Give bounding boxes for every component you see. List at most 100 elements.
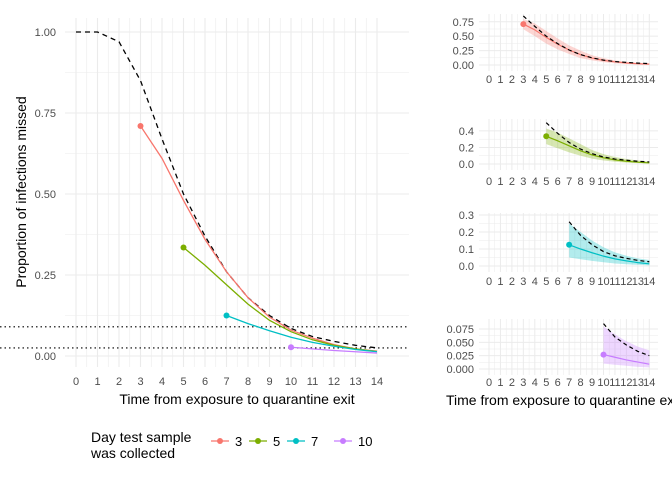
main-x-tick-label: 12	[328, 376, 340, 388]
panel-4-x-tick-label: 13	[632, 377, 644, 389]
panel-1-x-tick-label: 0	[486, 74, 492, 86]
main-x-tick-label: 4	[159, 376, 165, 388]
panel-4-baseline-dashed-line	[603, 323, 650, 357]
main-y-tick-label: 0.50	[35, 189, 56, 201]
panel-4-y-tick-label: 0.025	[446, 351, 474, 363]
panel-1-ribbon	[523, 18, 650, 65]
panel-2-series-point	[543, 133, 550, 140]
panel-4-y-tick-label: 0.000	[446, 364, 474, 376]
main-x-axis-title: Time from exposure to quarantine exit	[119, 391, 354, 407]
panel-1-x-tick-label: 8	[578, 74, 584, 86]
panel-4-x-tick-label: 8	[578, 377, 584, 389]
panel-3-x-tick-label: 0	[486, 276, 492, 288]
panel-3-x-tick-label: 1	[497, 276, 503, 288]
main-x-tick-label: 2	[116, 376, 122, 388]
panel-2-x-tick-label: 9	[589, 176, 595, 188]
panel-3-series-line	[568, 244, 650, 265]
panel-1-x-tick-label: 12	[620, 74, 632, 86]
panel-3-x-tick-label: 3	[520, 276, 526, 288]
panel-2-x-tick-label: 8	[578, 176, 584, 188]
panel-3-baseline-dashed-line	[568, 221, 650, 263]
panel-1-x-tick-label: 10	[597, 74, 609, 86]
legend-key-point-3	[217, 438, 223, 444]
panel-4-x-tick-label: 0	[486, 377, 492, 389]
panel-3-x-tick-label: 6	[555, 276, 561, 288]
panel-3-x-tick-label: 11	[609, 276, 620, 288]
panel-4-series-line	[603, 354, 650, 365]
series-point-3	[137, 122, 144, 129]
panel-3-x-tick-label: 13	[632, 276, 644, 288]
legend-key-point-7	[293, 438, 299, 444]
legend-key-point-10	[340, 438, 346, 444]
panel-2-x-tick-label: 14	[643, 176, 655, 188]
panel-4-x-tick-label: 3	[520, 377, 526, 389]
panel-1-y-tick-label: 0.00	[453, 60, 474, 72]
panel-4-x-tick-label: 7	[566, 377, 572, 389]
main-x-tick-label: 3	[137, 376, 143, 388]
series-point-10	[288, 344, 294, 351]
main-x-tick-label: 5	[180, 376, 186, 388]
series-line-7	[226, 314, 378, 353]
panel-2-x-tick-label: 13	[632, 176, 644, 188]
panel-4-x-tick-label: 1	[497, 377, 503, 389]
legend-key-point-5	[255, 438, 261, 444]
panel-4-x-axis-title: Time from exposure to quarantine exit	[446, 392, 672, 408]
panel-4-x-tick-label: 10	[597, 377, 609, 389]
panel-2-x-tick-label: 5	[543, 176, 549, 188]
panel-1-x-tick-label: 11	[609, 74, 620, 86]
panel-4-y-tick-label: 0.050	[446, 337, 474, 349]
panel-2-x-tick-label: 10	[597, 176, 609, 188]
panel-1-x-tick-label: 1	[497, 74, 503, 86]
main-x-tick-label: 11	[307, 376, 318, 388]
main-y-tick-label: 0.25	[35, 270, 56, 282]
main-x-tick-label: 1	[94, 376, 100, 388]
panel-3-y-tick-label: 0.0	[459, 261, 474, 273]
panel-4-x-tick-label: 14	[643, 377, 655, 389]
panel-3-x-tick-label: 8	[578, 276, 584, 288]
panel-3-x-tick-label: 2	[509, 276, 515, 288]
main-y-tick-label: 1.00	[35, 27, 56, 39]
main-x-tick-label: 14	[371, 376, 383, 388]
panel-3-x-tick-label: 7	[566, 276, 572, 288]
panel-1-x-tick-label: 5	[543, 74, 549, 86]
main-x-tick-label: 9	[266, 376, 272, 388]
panel-1-x-tick-label: 7	[566, 74, 572, 86]
series-point-7	[223, 312, 230, 319]
panel-4-x-tick-label: 2	[509, 377, 515, 389]
panel-1-x-tick-label: 13	[632, 74, 644, 86]
legend-label-10: 10	[358, 434, 372, 449]
main-y-tick-label: 0.75	[35, 108, 56, 120]
panel-2-x-tick-label: 12	[620, 176, 632, 188]
panel-2-x-tick-label: 3	[520, 176, 526, 188]
panel-4-x-tick-label: 6	[555, 377, 561, 389]
main-y-axis-title: Proportion of infections missed	[13, 96, 29, 287]
panel-2-x-tick-label: 4	[532, 176, 538, 188]
panel-4-x-tick-label: 4	[532, 377, 538, 389]
panel-1-x-tick-label: 4	[532, 74, 538, 86]
panel-4-series-point	[600, 351, 607, 358]
panel-2-x-tick-label: 2	[509, 176, 515, 188]
main-x-tick-label: 10	[285, 376, 297, 388]
panel-2-x-tick-label: 6	[555, 176, 561, 188]
panel-4-x-tick-label: 5	[543, 377, 549, 389]
main-x-tick-label: 13	[349, 376, 361, 388]
panel-2-x-tick-label: 11	[609, 176, 620, 188]
legend-title-line-2: was collected	[90, 445, 175, 461]
panel-3-y-tick-label: 0.2	[459, 227, 474, 239]
legend-label-5: 5	[273, 434, 280, 449]
panel-1-y-tick-label: 0.75	[453, 17, 474, 29]
panel-1-x-tick-label: 2	[509, 74, 515, 86]
panel-3-x-tick-label: 14	[643, 276, 655, 288]
panel-3-x-tick-label: 4	[532, 276, 538, 288]
panel-2-x-tick-label: 7	[566, 176, 572, 188]
series-line-5	[183, 246, 378, 353]
panel-1-y-tick-label: 0.50	[453, 31, 474, 43]
main-y-tick-label: 0.00	[35, 351, 56, 363]
panel-4-x-tick-label: 12	[620, 377, 632, 389]
panel-3-x-tick-label: 9	[589, 276, 595, 288]
main-x-tick-label: 6	[202, 376, 208, 388]
legend-title-line-1: Day test sample	[91, 429, 192, 445]
panel-3-x-tick-label: 12	[620, 276, 632, 288]
panel-1-series-point	[520, 21, 527, 28]
series-line-10	[290, 346, 378, 354]
